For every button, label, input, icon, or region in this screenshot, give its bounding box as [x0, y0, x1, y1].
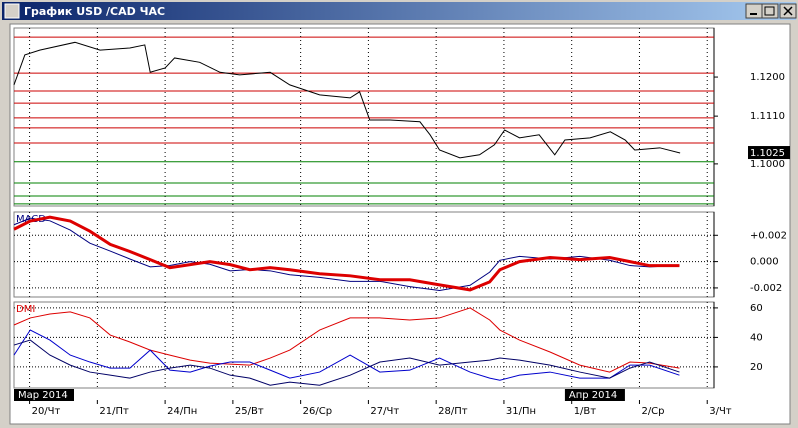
x-tick-label: 2/Ср [641, 406, 664, 417]
x-tick-label: 3/Чт [709, 406, 732, 417]
x-tick-label: 1/Вт [574, 406, 597, 417]
month-box [14, 389, 74, 401]
maximize-button[interactable] [761, 3, 779, 19]
x-tick-label: 31/Пн [506, 406, 536, 417]
x-tick-label: 26/Ср [303, 406, 332, 417]
x-tick-label: 28/Пт [438, 406, 468, 417]
x-tick-label: 27/Чт [370, 406, 399, 417]
month-label: Апр 2014 [569, 390, 617, 401]
x-tick-label: 20/Чт [32, 406, 61, 417]
title-bar [2, 2, 796, 20]
y-tick-label: +0.002 [750, 230, 787, 241]
y-tick-label: 0.000 [750, 257, 779, 268]
data-line [13, 215, 680, 292]
data-line [13, 307, 680, 373]
panel-title: DMI [16, 304, 35, 315]
data-line [13, 329, 680, 381]
window-title: График USD /CAD ЧАС [24, 5, 165, 18]
panel [13, 27, 715, 207]
price-label-box [748, 146, 790, 160]
panel [13, 301, 715, 389]
x-tick-label: 25/Вт [235, 406, 264, 417]
y-tick-label: 1.1200 [750, 72, 785, 83]
x-tick-label: 21/Пт [99, 406, 129, 417]
y-tick-label: 1.1000 [750, 159, 785, 170]
data-line [13, 339, 680, 386]
app-icon [4, 3, 20, 19]
maximize-icon [764, 6, 775, 16]
window-buttons [745, 3, 797, 19]
y-tick-label: -0.002 [750, 283, 782, 294]
month-box [564, 389, 625, 401]
price-label: 1.1025 [750, 148, 785, 159]
y-tick-label: 40 [750, 332, 763, 343]
panel [13, 211, 715, 298]
data-line [13, 41, 681, 159]
y-tick-label: 20 [750, 362, 763, 373]
x-tick-label: 24/Пн [167, 406, 197, 417]
y-tick-label: 60 [750, 303, 763, 314]
month-label: Мар 2014 [18, 390, 68, 401]
close-icon [783, 6, 793, 16]
minimize-button[interactable] [745, 3, 763, 19]
y-tick-label: 1.1110 [750, 111, 785, 122]
